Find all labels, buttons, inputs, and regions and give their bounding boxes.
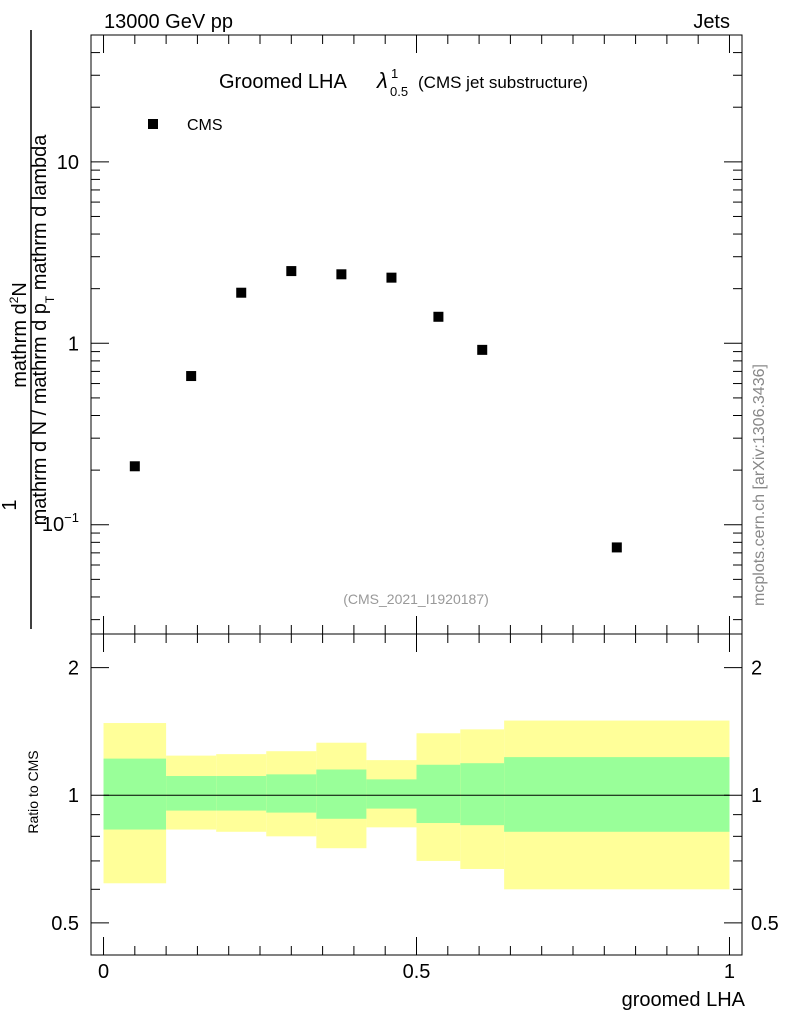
x-tick-label: 0.5 [403,961,431,983]
main-y-axis-label: mathrm d2N 1 mathrm d N / mathrm d pT ma… [0,30,57,629]
title-symbol: λ [376,68,388,93]
ratio-bands [103,720,730,890]
plot-title: Groomed LHA λ 1 0.5 (CMS jet substructur… [219,66,588,99]
ratio-y-tick-label-left: 1 [68,785,79,807]
title-main: Groomed LHA [219,71,347,93]
data-point [186,371,197,382]
ratio-y-tick-label-right: 2 [751,658,762,680]
ratio-y-tick-label-right: 1 [751,785,762,807]
ratio-band-inner [416,764,461,824]
data-point [433,311,444,322]
ratio-band-inner [504,757,730,832]
header-right: Jets [693,11,730,33]
title-suffix: (CMS jet substructure) [418,73,588,92]
ylabel-denominator: mathrm d N / mathrm d pT mathrm d lambda [29,134,57,526]
ratio-band-inner [460,763,505,826]
title-sup: 1 [391,66,398,81]
main-y-tick-label: 10 [57,152,79,174]
main-y-tick-label: 10−1 [42,510,79,536]
ratio-panel: 0.5 0.51 12 2 0 0.5 1 Ratio to CMS groomed LH… [25,633,779,1011]
x-tick-label: 0 [98,961,109,983]
ratio-band-inner [103,758,167,830]
main-panel: 10−1 1 10 Groomed LHA λ 1 0.5 (CMS jet sub… [0,30,743,635]
data-point [477,344,488,355]
legend-marker [148,119,158,129]
ratio-y-tick-label-left: 2 [68,658,79,680]
ratio-band-inner [266,774,317,813]
legend-label: CMS [187,117,223,134]
ratio-y-tick-labels: 0.5 0.5 1 1 2 2 [51,658,779,935]
ratio-y-tick-label-left: 0.5 [51,913,79,935]
ylabel-numerator: mathrm d2N [7,282,31,388]
main-ticks [91,34,742,634]
data-point [286,266,297,277]
ratio-band-inner [366,779,417,809]
data-point [611,542,622,553]
data-point [129,461,140,472]
ratio-y-axis-label: Ratio to CMS [25,750,41,833]
data-point [236,287,247,298]
side-label: mcplots.cern.ch [arXiv:1306.3436] [751,364,768,606]
data-point [336,269,347,280]
x-axis-label: groomed LHA [622,989,746,1011]
ylabel-prefix: 1 [0,499,21,510]
main-data-points [129,266,622,553]
x-tick-label: 1 [724,961,735,983]
title-sub: 0.5 [390,84,408,99]
ratio-y-tick-label-right: 0.5 [751,913,779,935]
legend: CMS [148,117,223,134]
analysis-id: (CMS_2021_I1920187) [343,591,489,607]
main-y-tick-labels: 10−1 1 10 [42,152,79,536]
data-point [386,272,397,283]
ratio-band-inner [216,776,267,811]
header-left: 13000 GeV pp [104,11,233,33]
ratio-x-tick-labels: 0 0.5 1 [98,961,735,983]
ratio-band-inner [166,776,217,811]
main-y-tick-label: 1 [68,333,79,355]
ratio-ticks [91,634,742,955]
ratio-band-inner [316,769,367,819]
